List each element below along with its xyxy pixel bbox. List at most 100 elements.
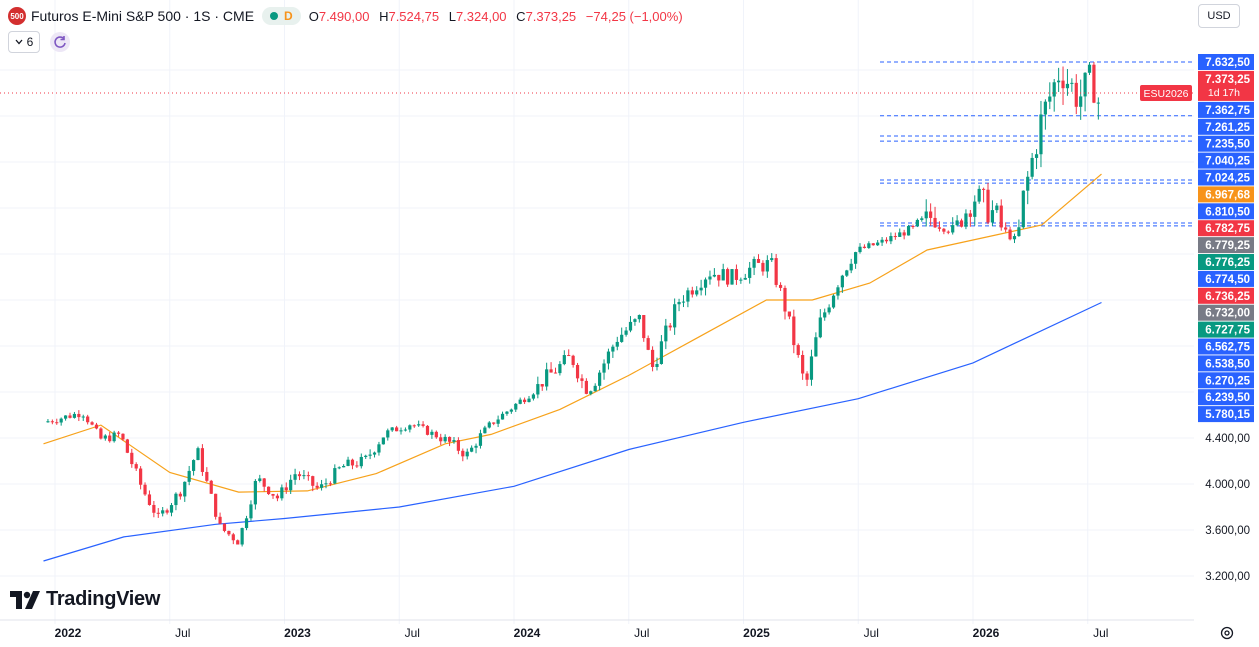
candle-body[interactable] (359, 456, 363, 467)
candle-body[interactable] (836, 287, 840, 296)
candle-body[interactable] (527, 398, 531, 403)
candle-body[interactable] (615, 341, 619, 347)
price-badge[interactable] (1198, 54, 1254, 70)
candle-body[interactable] (699, 287, 703, 291)
candle-body[interactable] (139, 468, 143, 485)
candle-body[interactable] (726, 269, 730, 285)
candle-body[interactable] (262, 478, 266, 487)
candle-body[interactable] (319, 484, 324, 488)
price-badge[interactable] (1198, 70, 1254, 101)
candle-body[interactable] (531, 394, 536, 399)
candle-body[interactable] (911, 226, 915, 228)
candle-body[interactable] (355, 465, 359, 467)
candle-body[interactable] (1057, 80, 1061, 83)
candle-body[interactable] (505, 411, 509, 414)
candle-body[interactable] (439, 437, 443, 442)
candle-body[interactable] (558, 364, 562, 374)
candle-body[interactable] (668, 325, 672, 328)
candle-body[interactable] (417, 424, 421, 426)
candle-body[interactable] (187, 470, 191, 482)
candle-body[interactable] (297, 474, 302, 477)
candle-body[interactable] (496, 419, 500, 424)
candle-body[interactable] (333, 468, 337, 484)
candle-body[interactable] (854, 252, 858, 264)
price-badge[interactable] (1198, 254, 1254, 270)
candle-body[interactable] (108, 435, 112, 442)
candle-body[interactable] (253, 480, 257, 505)
candle-body[interactable] (606, 351, 611, 364)
candle-body[interactable] (364, 455, 368, 457)
candle-body[interactable] (443, 436, 447, 442)
candle-body[interactable] (196, 448, 200, 461)
candle-body[interactable] (681, 301, 686, 303)
candle-body[interactable] (147, 494, 152, 505)
price-badge[interactable] (1198, 169, 1254, 186)
candle-body[interactable] (63, 415, 68, 419)
candle-body[interactable] (827, 307, 831, 313)
candle-body[interactable] (280, 487, 284, 499)
candle-body[interactable] (889, 236, 893, 242)
candle-body[interactable] (664, 325, 668, 342)
candle-body[interactable] (906, 226, 911, 236)
price-badge[interactable] (1198, 203, 1254, 220)
candle-body[interactable] (792, 316, 796, 346)
candle-body[interactable] (390, 427, 394, 431)
candle-body[interactable] (902, 232, 906, 236)
candle-body[interactable] (342, 465, 346, 468)
candle-body[interactable] (924, 211, 928, 219)
currency-select[interactable]: USD (1198, 4, 1240, 28)
candle-body[interactable] (598, 372, 602, 386)
candle-body[interactable] (880, 239, 884, 243)
candle-body[interactable] (602, 363, 606, 373)
candle-body[interactable] (778, 284, 783, 288)
candle-body[interactable] (743, 277, 747, 280)
candle-body[interactable] (937, 227, 942, 229)
candle-body[interactable] (545, 369, 549, 387)
candle-body[interactable] (1065, 83, 1070, 89)
price-badge[interactable] (1198, 355, 1254, 372)
candle-body[interactable] (1096, 102, 1100, 104)
candle-body[interactable] (593, 385, 597, 392)
candle-body[interactable] (55, 422, 59, 424)
candle-body[interactable] (1083, 72, 1087, 97)
candle-body[interactable] (315, 485, 319, 488)
candle-body[interactable] (231, 534, 235, 541)
candle-body[interactable] (492, 422, 496, 424)
candle-body[interactable] (1070, 82, 1074, 84)
candle-body[interactable] (214, 493, 218, 517)
candle-body[interactable] (447, 436, 452, 442)
candle-body[interactable] (567, 355, 571, 357)
price-badge[interactable] (1198, 101, 1254, 118)
candle-body[interactable] (805, 373, 809, 380)
candle-body[interactable] (240, 528, 244, 545)
candle-body[interactable] (624, 330, 628, 335)
candle-body[interactable] (549, 369, 553, 373)
candle-body[interactable] (620, 334, 624, 342)
price-badge[interactable] (1198, 152, 1254, 169)
candle-body[interactable] (968, 213, 972, 217)
candle-body[interactable] (68, 415, 72, 418)
candle-body[interactable] (1021, 190, 1025, 228)
candle-body[interactable] (293, 474, 297, 480)
candle-body[interactable] (986, 189, 990, 223)
candle-body[interactable] (483, 427, 487, 434)
candle-body[interactable] (946, 231, 950, 233)
candle-body[interactable] (712, 274, 716, 277)
candle-body[interactable] (1004, 227, 1008, 230)
candle-body[interactable] (690, 290, 694, 295)
price-badge[interactable] (1198, 338, 1254, 355)
candle-body[interactable] (642, 315, 646, 339)
candle-body[interactable] (858, 246, 862, 253)
candle-body[interactable] (748, 267, 752, 278)
candle-body[interactable] (77, 413, 81, 418)
candle-body[interactable] (50, 421, 54, 423)
price-badge[interactable] (1198, 135, 1254, 152)
candle-body[interactable] (973, 201, 977, 217)
candle-body[interactable] (59, 418, 63, 423)
candle-body[interactable] (818, 317, 822, 338)
candle-body[interactable] (46, 421, 50, 423)
candle-body[interactable] (500, 413, 505, 420)
candle-body[interactable] (165, 510, 169, 513)
candle-body[interactable] (1092, 64, 1096, 103)
candle-body[interactable] (796, 345, 800, 356)
